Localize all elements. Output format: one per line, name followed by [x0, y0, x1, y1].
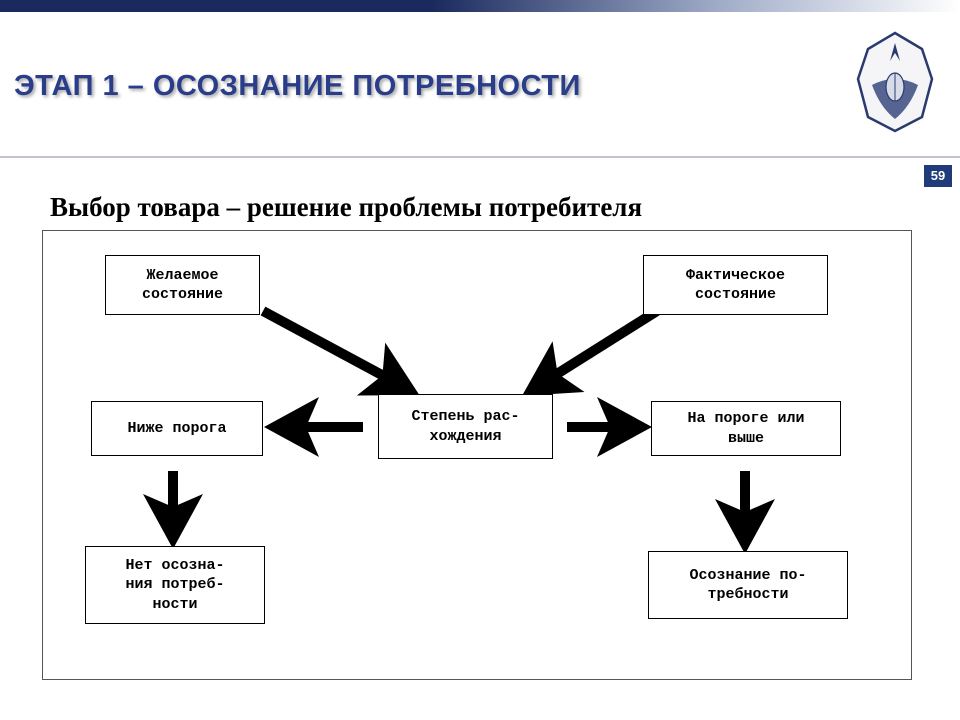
node-degree: Степень рас- хождения — [378, 394, 553, 459]
edge-desired-degree — [263, 311, 408, 389]
subtitle: Выбор товара – решение проблемы потребит… — [50, 192, 642, 223]
edge-actual-degree — [533, 311, 657, 389]
node-aware: Осознание по- требности — [648, 551, 848, 619]
node-actual: Фактическое состояние — [643, 255, 828, 315]
header-bar — [0, 0, 960, 12]
node-no_aware: Нет осозна- ния потреб- ности — [85, 546, 265, 624]
logo-icon — [850, 25, 940, 135]
page-number-badge: 59 — [924, 165, 952, 187]
page-title: ЭТАП 1 – ОСОЗНАНИЕ ПОТРЕБНОСТИ — [14, 70, 581, 103]
node-threshold: На пороге или выше — [651, 401, 841, 456]
flowchart-container: Желаемое состояние Фактическое состояние Н… — [42, 230, 912, 680]
node-desired: Желаемое состояние — [105, 255, 260, 315]
divider — [0, 156, 960, 158]
node-below: Ниже порога — [91, 401, 263, 456]
